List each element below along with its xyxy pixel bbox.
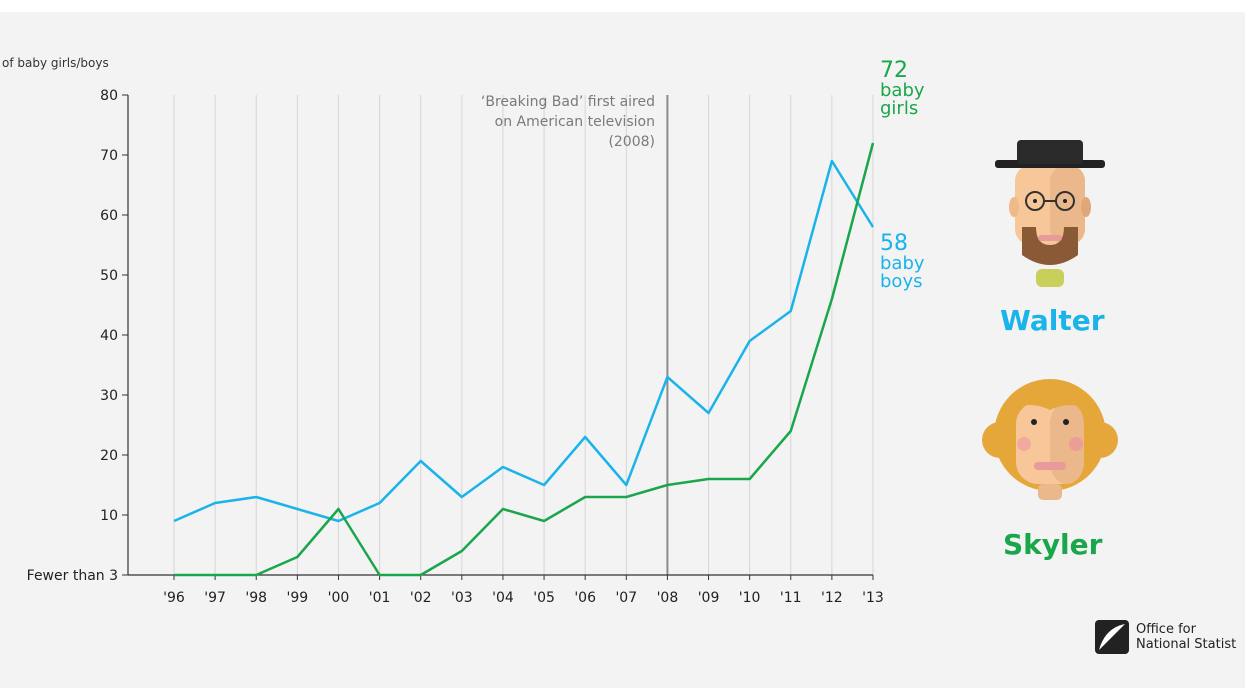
x-tick-label: '05 [533,590,555,606]
x-axis-ticks: '96 '97 '98 '99 '00 '01 '02 '03 '04 '05 '06 '07 '08 '… [163,575,884,606]
girls-callout-line1: baby [880,80,925,101]
ons-logo-icon [1095,620,1129,654]
x-tick-label: '03 [451,590,473,606]
series-line-skyler [174,142,875,577]
x-tick-label: '04 [492,590,514,606]
skyler-label: Skyler [1003,528,1103,561]
x-tick-label: '13 [862,590,884,606]
y-tick-label: 70 [100,148,118,164]
y-tick-label: 60 [100,208,118,224]
y-tick-label: Fewer than 3 [27,568,118,584]
series-line-walter [173,159,875,523]
x-tick-label: '12 [821,590,843,606]
y-tick-label: 40 [100,328,118,344]
skyler-icon [982,379,1118,500]
walter-label: Walter [1000,304,1105,337]
x-tick-label: '98 [245,590,267,606]
annotation-line-1: ‘Breaking Bad’ first aired [480,94,655,110]
x-tick-label: '02 [410,590,432,606]
boys-callout-value: 58 [880,231,908,256]
annotation-line-3: (2008) [608,134,655,150]
axes [127,95,873,576]
x-tick-label: '00 [328,590,350,606]
walter-icon [995,140,1105,287]
grid-lines [173,95,874,575]
y-axis-ticks: Fewer than 3 10 20 30 40 50 60 70 80 [27,88,128,584]
x-tick-label: '11 [780,590,802,606]
girls-callout: 72 baby girls [880,60,925,118]
boys-callout: 58 baby boys [880,233,925,291]
ons-logo-text: Office for National Statist [1136,622,1236,652]
x-tick-label: '97 [204,590,226,606]
annotation-line-2: on American television [494,114,655,130]
girls-callout-value: 72 [880,58,908,83]
x-tick-label: '07 [615,590,637,606]
y-axis-title: of baby girls/boys [2,56,109,70]
series-lines [173,142,875,577]
x-tick-label: '10 [739,590,761,606]
boys-callout-line2: boys [880,271,923,292]
annotation-2008: ‘Breaking Bad’ first aired on American t… [481,92,655,152]
boys-callout-line1: baby [880,253,925,274]
y-tick-label: 80 [100,88,118,104]
y-tick-label: 30 [100,388,118,404]
ons-logo-line2: National Statist [1136,637,1237,652]
x-tick-label: '96 [163,590,185,606]
girls-callout-line2: girls [880,98,919,119]
x-tick-label: '01 [369,590,391,606]
y-tick-label: 50 [100,268,118,284]
x-tick-label: '06 [574,590,596,606]
ons-logo-line1: Office for [1136,622,1196,637]
x-tick-label: '09 [698,590,720,606]
y-tick-label: 20 [100,448,118,464]
y-tick-label: 10 [100,508,118,524]
x-tick-label: '99 [287,590,309,606]
x-tick-label: '08 [657,590,679,606]
